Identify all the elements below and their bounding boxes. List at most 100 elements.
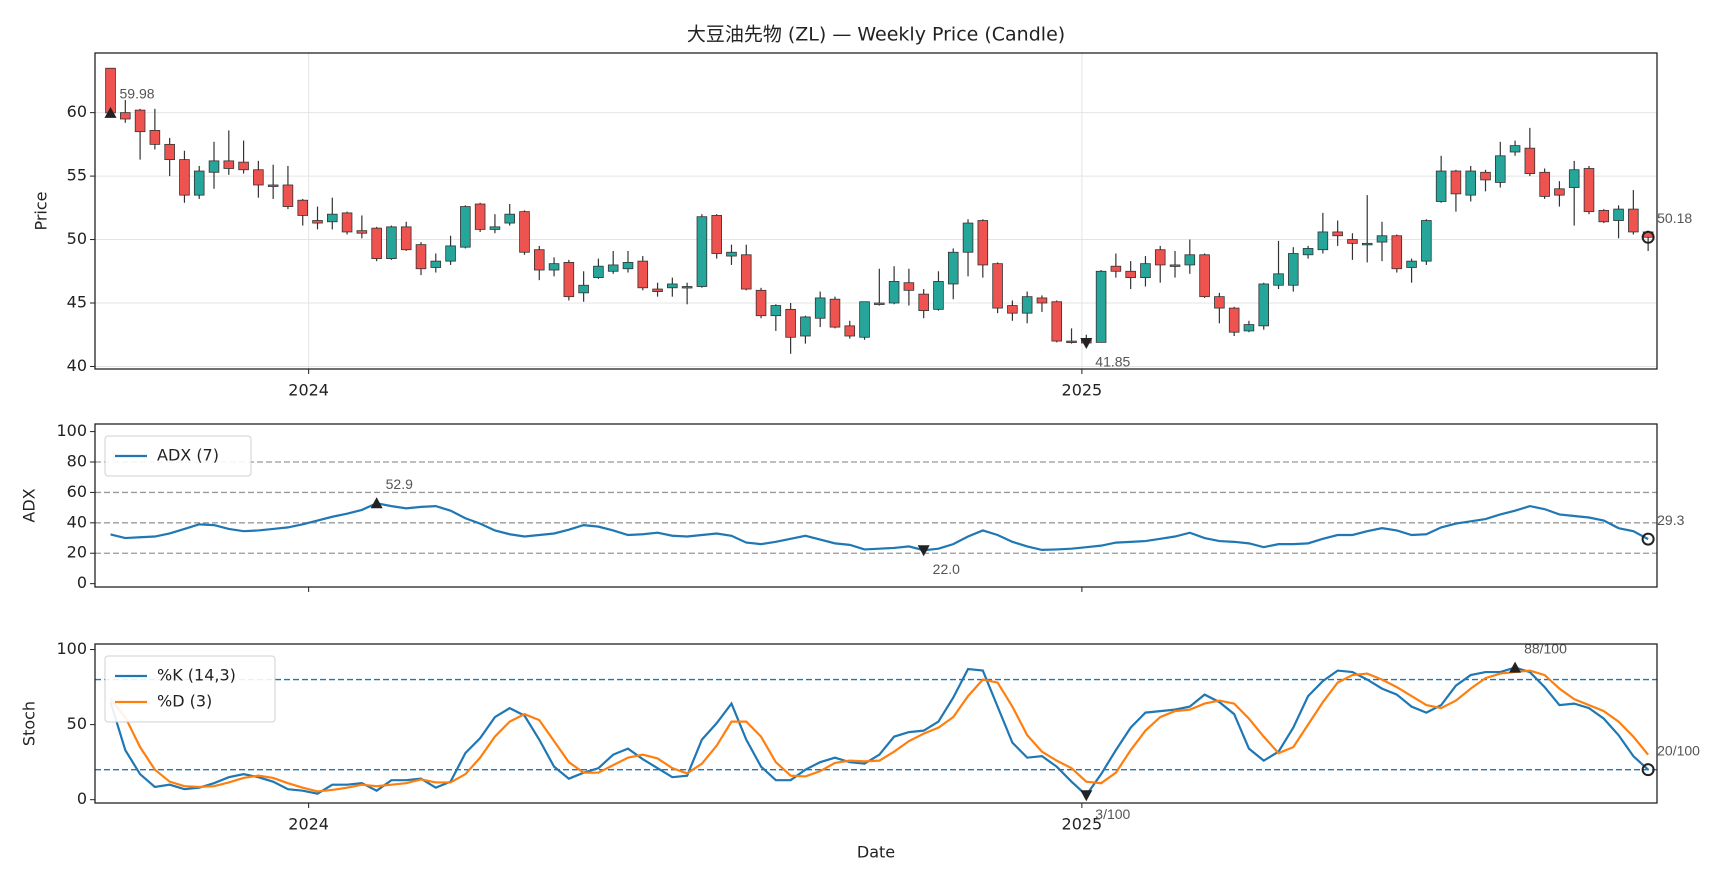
candle-body [918,293,929,312]
y-tick-label: 55 [67,166,87,185]
candle-body [179,159,190,196]
candle-body [1332,231,1343,237]
candle-body [1228,307,1240,333]
candle-body [134,109,146,133]
annotation: 3/100 [1095,806,1130,822]
candle-body [1302,248,1314,256]
y-tick-label: 40 [67,512,87,531]
y-axis-label: Price [32,191,51,230]
candle-body [1199,254,1210,298]
candle-body [297,199,309,216]
x-tick-label: 2025 [1062,381,1103,400]
candle-body [814,297,826,319]
candle-body [415,244,427,270]
min-marker [1080,337,1093,349]
candle-body [593,265,604,279]
candle-body [1347,239,1358,244]
candle-body [755,289,767,317]
candle-body [1273,273,1284,286]
annotation: 22.0 [933,561,960,577]
candle-body [223,160,235,169]
candle-body [652,288,663,292]
y-tick-label: 100 [56,639,87,658]
candle-body [1095,270,1107,343]
candle-body [489,226,501,230]
candle-body [371,227,382,259]
candle-body [563,261,575,298]
y-tick-label: 80 [67,452,87,471]
min-marker [1080,790,1093,802]
candle-body [504,213,515,224]
candle-body [977,220,989,266]
legend-box [104,435,252,477]
candle-body [1288,253,1299,286]
y-tick-label: 20 [67,543,87,562]
annotation: 88/100 [1524,640,1567,656]
candle-body [711,215,722,254]
candle-body [1376,235,1388,243]
candle-body [282,184,294,207]
last-marker [1641,532,1655,546]
candle-body [1110,265,1122,272]
candle-body [1007,305,1018,314]
candle-body [1495,155,1506,183]
candle-body [770,305,782,317]
candle-body [1613,208,1624,221]
candle-body [1628,208,1639,233]
candle-body [681,286,693,289]
y-tick-label: 40 [67,356,87,375]
candle-body [947,251,959,285]
candle-body [164,143,175,161]
y-tick-label: 100 [56,421,87,440]
candle-body [519,211,530,253]
candle-body [1524,147,1536,174]
legend-label: ADX (7) [157,446,219,465]
candle-body [607,264,619,272]
candle-body [829,298,841,328]
annotation: 52.9 [386,476,413,492]
candle-body [933,281,944,310]
candle-body [1509,145,1521,153]
candle-body [726,251,737,257]
candle-body [356,230,368,234]
legend-label: %K (14,3) [157,666,236,685]
candle-body [1568,169,1580,188]
series-line [109,666,1649,797]
candle-body [992,263,1003,309]
y-tick-label: 50 [67,229,87,248]
series-line [109,669,1649,793]
candle-body [962,222,974,253]
candle-body [474,203,486,230]
max-marker [104,106,117,118]
candle-body [740,254,752,290]
candle-body [1154,249,1166,266]
candle-body [1036,297,1048,304]
candle-body [1554,188,1565,196]
candle-body [400,226,412,251]
candle-body [105,67,116,114]
y-tick-label: 45 [67,293,87,312]
candle-body [149,130,161,145]
candle-body [267,184,279,187]
y-tick-label: 60 [67,482,87,501]
x-axis-label: Date [857,843,895,862]
candle-body [1391,235,1403,270]
candle-body [430,260,442,268]
candle-body [1361,242,1373,246]
candle-body [622,261,634,270]
candle-body [859,301,870,338]
axes-frame [94,643,1658,804]
x-tick-label: 2024 [288,815,329,834]
max-marker [1509,661,1522,673]
annotation: 20/100 [1657,742,1700,758]
annotation: 41.85 [1095,354,1130,370]
candle-body [888,281,900,304]
axes-frame [94,423,1658,588]
y-tick-label: 0 [77,789,87,808]
candle-body [1184,254,1196,266]
candle-body [874,302,885,305]
candle-body [534,249,545,271]
candle-body [1583,168,1595,213]
candle-body [1051,301,1063,342]
